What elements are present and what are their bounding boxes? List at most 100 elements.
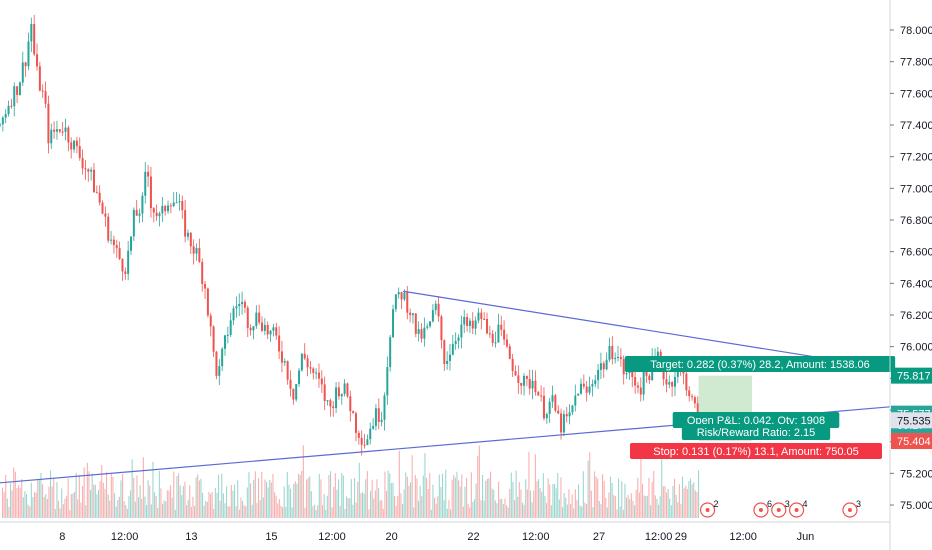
candle-body xyxy=(466,316,469,326)
volume-bar xyxy=(18,485,20,518)
volume-bar xyxy=(379,500,381,518)
candle-body xyxy=(360,437,363,445)
volume-bar xyxy=(610,476,612,518)
volume-bar xyxy=(360,493,362,518)
volume-bar xyxy=(170,485,172,518)
candle-body xyxy=(246,307,249,328)
volume-bar xyxy=(189,485,191,518)
candle-body xyxy=(500,324,503,330)
volume-bar xyxy=(512,481,514,518)
candle-body xyxy=(340,393,343,397)
volume-bar xyxy=(347,498,349,518)
candle-body xyxy=(377,408,380,422)
price-tick-label: 77.000 xyxy=(900,183,932,195)
volume-bar xyxy=(355,502,357,518)
candle-body xyxy=(488,333,491,335)
volume-bar xyxy=(475,483,477,518)
candle-body xyxy=(298,370,301,385)
trendline-upper[interactable] xyxy=(403,290,891,370)
volume-bar xyxy=(395,505,397,518)
volume-bar xyxy=(354,478,356,518)
volume-bar xyxy=(418,500,420,518)
candle-body xyxy=(315,372,318,374)
volume-bar xyxy=(277,503,279,518)
event-count: 6 xyxy=(767,499,772,509)
volume-bar xyxy=(632,500,634,518)
volume-bar xyxy=(504,498,506,518)
volume-bar xyxy=(426,477,428,518)
volume-bar xyxy=(672,485,674,518)
volume-bar xyxy=(605,497,607,518)
candle-body xyxy=(226,334,229,336)
volume-bar xyxy=(237,480,239,518)
volume-bar xyxy=(107,494,109,518)
volume-bar xyxy=(104,488,106,518)
candle-body xyxy=(303,353,306,359)
volume-bar xyxy=(157,507,159,518)
volume-bar xyxy=(123,501,125,518)
volume-bar xyxy=(506,505,508,518)
candle-body xyxy=(192,246,195,254)
volume-bar xyxy=(203,505,205,518)
candle-body xyxy=(634,377,637,386)
candle-body xyxy=(431,310,434,322)
volume-bar xyxy=(59,508,61,518)
volume-bar xyxy=(416,478,418,518)
volume-bar xyxy=(357,481,359,518)
volume-bar xyxy=(302,445,304,518)
volume-bar xyxy=(552,483,554,518)
volume-bar xyxy=(197,474,199,518)
candle-body xyxy=(668,382,671,385)
candle-body xyxy=(209,315,212,327)
candle-body xyxy=(138,213,141,216)
candle-body xyxy=(75,140,78,147)
candle-body xyxy=(221,348,224,367)
volume-bar xyxy=(330,471,332,518)
volume-bar xyxy=(371,479,373,518)
volume-bar xyxy=(56,482,58,518)
volume-bar xyxy=(526,489,528,518)
candle-body xyxy=(614,357,617,360)
event-count: 3 xyxy=(785,499,790,509)
economic-event-dot xyxy=(847,508,852,512)
volume-bar xyxy=(677,502,679,518)
time-tick-label: 12:00 xyxy=(318,531,346,543)
volume-bar xyxy=(219,500,221,518)
candle-body xyxy=(73,140,76,150)
volume-bar xyxy=(666,492,668,518)
volume-bar xyxy=(114,493,116,518)
candle-body xyxy=(272,327,275,331)
volume-bar xyxy=(493,489,495,518)
candle-body xyxy=(67,127,70,143)
candle-body xyxy=(642,371,645,395)
candle-body xyxy=(175,202,178,204)
volume-bar xyxy=(152,461,154,518)
volume-bar xyxy=(421,496,423,518)
candle-body xyxy=(229,320,232,335)
volume-bar xyxy=(624,483,626,518)
candle-body xyxy=(252,326,255,331)
volume-bar xyxy=(128,496,130,518)
volume-bar xyxy=(597,478,599,518)
volume-bar xyxy=(378,488,380,518)
volume-bar xyxy=(626,497,628,518)
volume-bar xyxy=(232,490,234,518)
volume-bar xyxy=(358,462,360,518)
volume-bar xyxy=(174,509,176,518)
candle-body xyxy=(346,383,349,397)
volume-bar xyxy=(654,495,656,518)
risk-reward-label: Risk/Reward Ratio: 2.15 xyxy=(697,427,816,439)
time-tick-label: 29 xyxy=(675,531,687,543)
volume-bar xyxy=(34,492,36,518)
volume-bar xyxy=(398,450,400,518)
candle-body xyxy=(671,382,674,387)
volume-bar xyxy=(168,490,170,518)
candle-body xyxy=(24,62,27,67)
volume-bar xyxy=(309,476,311,518)
target-label: Target: 0.282 (0.37%) 28.2, Amount: 1538… xyxy=(650,359,870,371)
time-tick-label: 12:00 xyxy=(645,531,673,543)
volume-bar xyxy=(27,504,29,518)
candle-body xyxy=(169,205,172,207)
